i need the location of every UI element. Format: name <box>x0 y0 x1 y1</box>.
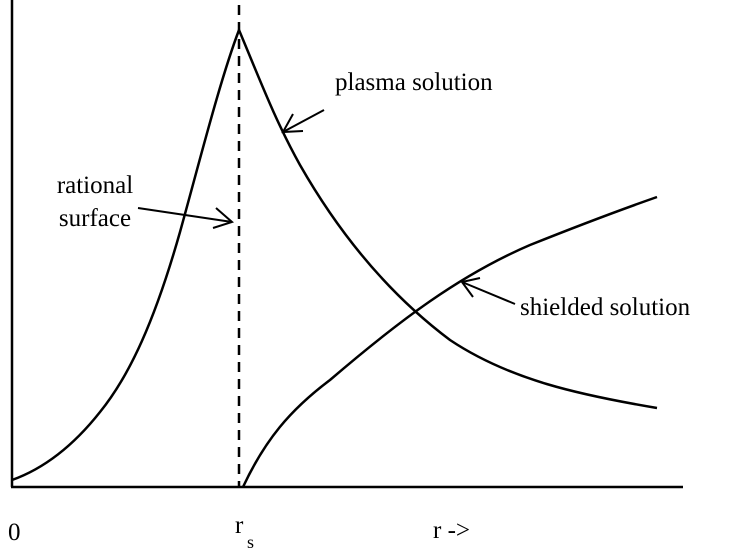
plasma-arrow <box>281 109 325 134</box>
rs-label: r <box>235 512 244 539</box>
origin-label: 0 <box>8 519 21 546</box>
r-label: r -> <box>433 517 470 544</box>
rational-arrow <box>137 207 234 229</box>
shielded-label: shielded solution <box>520 294 691 321</box>
plasma-label: plasma solution <box>335 69 493 96</box>
plasma-curve-right <box>237 29 658 410</box>
shielded-arrow <box>460 277 516 305</box>
shielded-curve <box>241 195 658 488</box>
rs-subscript: s <box>247 532 254 552</box>
rational-label: rational <box>57 172 133 199</box>
rational-label: surface <box>59 205 131 232</box>
plasma-curve-left <box>11 29 241 482</box>
